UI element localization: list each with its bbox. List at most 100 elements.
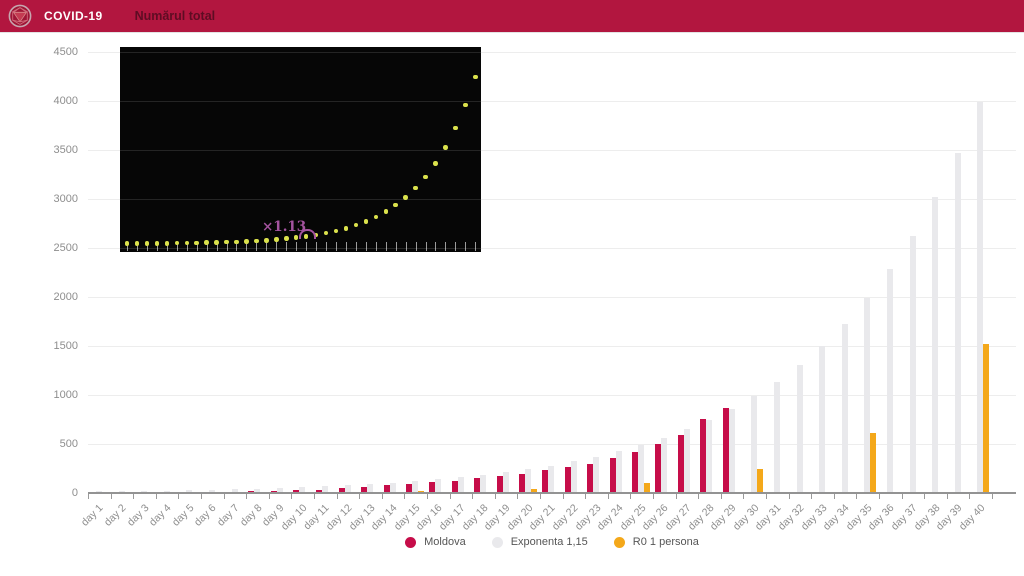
gridline-1500 <box>88 346 1016 347</box>
bar-r0-1-persona-day-25[interactable] <box>644 483 651 493</box>
bar-exponenta-1-15-day-29[interactable] <box>728 408 735 493</box>
bar-moldova-day-27[interactable] <box>677 435 684 493</box>
y-tick-label: 4000 <box>53 95 78 107</box>
bar-moldova-day-19[interactable] <box>496 475 503 493</box>
bar-moldova-day-14[interactable] <box>383 485 390 493</box>
bar-exponenta-1-15-day-28[interactable] <box>706 419 713 493</box>
inset-data-dot <box>343 226 349 231</box>
inset-axis-tick <box>127 242 128 251</box>
x-tick <box>879 494 880 499</box>
bar-exponenta-1-15-day-11[interactable] <box>322 486 328 493</box>
bar-exponenta-1-15-day-3[interactable] <box>141 490 148 493</box>
bar-moldova-day-22[interactable] <box>564 467 571 493</box>
legend-item-exponenta-1-15[interactable]: Exponenta 1,15 <box>491 536 588 548</box>
bar-exponenta-1-15-day-40[interactable] <box>977 101 984 493</box>
bar-exponenta-1-15-day-15[interactable] <box>412 481 419 493</box>
bar-exponenta-1-15-day-17[interactable] <box>457 477 464 493</box>
x-tick <box>992 494 993 499</box>
x-tick <box>314 494 315 499</box>
bar-exponenta-1-15-day-31[interactable] <box>774 381 780 493</box>
bar-moldova-day-9[interactable] <box>270 490 277 493</box>
bar-moldova-day-10[interactable] <box>293 490 300 493</box>
inset-data-dot <box>224 239 229 245</box>
inset-data-dot <box>154 241 160 246</box>
bar-exponenta-1-15-day-21[interactable] <box>548 465 554 493</box>
bar-exponenta-1-15-day-23[interactable] <box>593 456 600 493</box>
inset-data-dot <box>393 202 398 208</box>
bar-moldova-day-20[interactable] <box>519 473 526 493</box>
inset-axis-tick <box>256 242 258 251</box>
bar-moldova-day-25[interactable] <box>632 451 639 493</box>
bar-exponenta-1-15-day-34[interactable] <box>841 323 848 493</box>
bar-exponenta-1-15-day-32[interactable] <box>796 365 803 493</box>
bar-exponenta-1-15-day-7[interactable] <box>231 489 238 493</box>
legend-swatch-icon <box>405 536 417 548</box>
legend-item-r0-1-persona[interactable]: R0 1 persona <box>613 536 699 548</box>
inset-gridline <box>120 248 481 249</box>
bar-exponenta-1-15-day-20[interactable] <box>525 469 532 493</box>
inset-axis-tick <box>405 242 407 251</box>
bar-moldova-day-15[interactable] <box>406 483 413 493</box>
inset-axis-tick <box>276 242 278 251</box>
bar-r0-1-persona-day-40[interactable] <box>983 343 990 493</box>
bar-exponenta-1-15-day-4[interactable] <box>163 490 170 493</box>
bar-exponenta-1-15-day-24[interactable] <box>615 451 622 493</box>
bar-exponenta-1-15-day-12[interactable] <box>344 485 351 493</box>
bar-exponenta-1-15-day-10[interactable] <box>299 487 306 493</box>
x-tick <box>155 494 157 499</box>
bar-moldova-day-17[interactable] <box>451 480 458 494</box>
bar-moldova-day-11[interactable] <box>316 490 322 493</box>
bar-exponenta-1-15-day-37[interactable] <box>909 235 916 493</box>
bar-moldova-day-16[interactable] <box>429 482 435 493</box>
bar-exponenta-1-15-day-30[interactable] <box>751 396 758 493</box>
bar-exponenta-1-15-day-38[interactable] <box>932 196 939 493</box>
bar-moldova-day-23[interactable] <box>587 463 594 493</box>
bar-exponenta-1-15-day-5[interactable] <box>186 490 193 493</box>
bar-moldova-day-12[interactable] <box>338 488 345 493</box>
bar-moldova-day-28[interactable] <box>700 419 707 493</box>
inset-axis-tick <box>385 242 387 251</box>
bar-moldova-day-29[interactable] <box>722 408 729 493</box>
bar-moldova-day-8[interactable] <box>248 490 255 493</box>
gridline-2500 <box>88 248 1016 249</box>
legend-label: Moldova <box>424 536 466 548</box>
bar-moldova-day-18[interactable] <box>474 478 481 493</box>
bar-exponenta-1-15-day-14[interactable] <box>389 482 396 493</box>
bar-exponenta-1-15-day-19[interactable] <box>502 472 509 493</box>
bar-exponenta-1-15-day-6[interactable] <box>209 489 215 493</box>
bar-exponenta-1-15-day-9[interactable] <box>276 487 283 493</box>
bar-exponenta-1-15-day-22[interactable] <box>570 461 577 493</box>
bar-exponenta-1-15-day-8[interactable] <box>254 488 261 493</box>
bar-exponenta-1-15-day-35[interactable] <box>864 298 871 493</box>
inset-data-dot <box>353 222 359 228</box>
legend-item-moldova[interactable]: Moldova <box>405 536 466 548</box>
bar-exponenta-1-15-day-36[interactable] <box>887 269 893 493</box>
inset-axis-tick <box>415 242 417 251</box>
x-axis-line <box>88 492 1016 494</box>
bar-exponenta-1-15-day-25[interactable] <box>638 444 645 493</box>
bar-r0-1-persona-day-20[interactable] <box>531 489 538 493</box>
bar-moldova-day-26[interactable] <box>655 443 661 493</box>
bar-moldova-day-21[interactable] <box>542 470 548 493</box>
inset-axis-tick <box>176 242 178 251</box>
app-title: COVID-19 <box>44 9 103 23</box>
inset-axis-tick <box>345 242 347 251</box>
bar-moldova-day-24[interactable] <box>609 458 616 493</box>
bar-exponenta-1-15-day-26[interactable] <box>661 437 667 493</box>
bar-exponenta-1-15-day-39[interactable] <box>954 152 961 493</box>
bar-exponenta-1-15-day-27[interactable] <box>683 429 690 493</box>
bar-r0-1-persona-day-35[interactable] <box>870 433 877 493</box>
bar-exponenta-1-15-day-18[interactable] <box>480 474 487 493</box>
inset-data-dot <box>284 236 289 241</box>
bar-exponenta-1-15-day-13[interactable] <box>367 484 374 493</box>
x-tick <box>110 494 112 499</box>
app-header: COVID-19 Numărul total <box>0 0 1024 32</box>
x-tick <box>336 494 338 499</box>
bar-exponenta-1-15-day-33[interactable] <box>819 345 826 493</box>
bar-r0-1-persona-day-30[interactable] <box>757 469 764 493</box>
bar-exponenta-1-15-day-16[interactable] <box>435 479 441 493</box>
bar-moldova-day-13[interactable] <box>361 486 368 493</box>
inset-axis-tick <box>355 242 357 251</box>
inset-axis-tick <box>296 242 298 251</box>
